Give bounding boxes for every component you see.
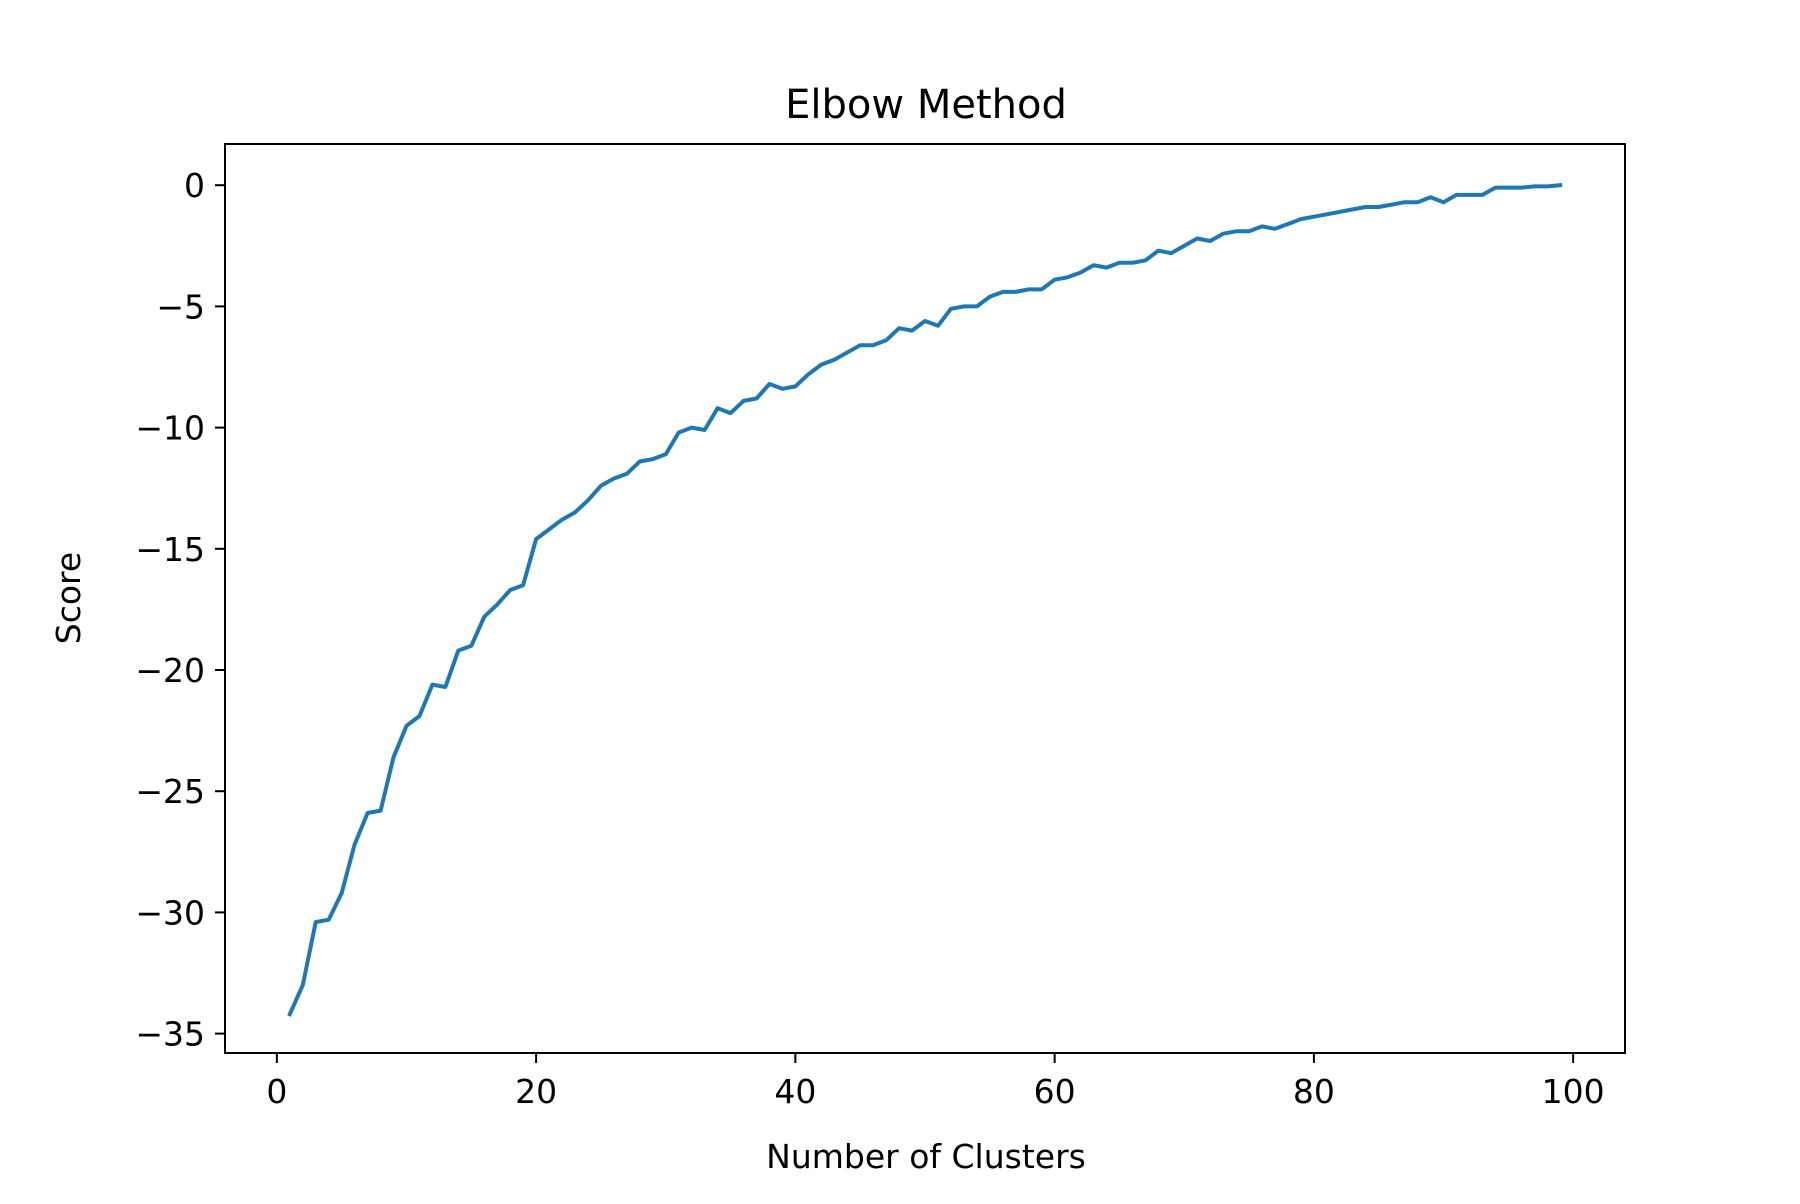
y-tick-label: 0 [184,166,205,205]
x-tick-label: 40 [774,1072,816,1111]
y-axis: 0 −5 −10 −15 −20 −25 −30 −35 [135,166,225,1054]
y-tick-label: −25 [135,772,205,811]
chart-title: Elbow Method [785,82,1067,128]
x-axis-label: Number of Clusters [766,1137,1086,1176]
x-tick-label: 0 [266,1072,287,1111]
y-tick-label: −20 [135,651,205,690]
y-tick-label: −35 [135,1015,205,1054]
x-axis: 0 20 40 60 80 100 [266,1053,1605,1111]
x-tick-label: 80 [1293,1072,1335,1111]
plot-area [287,183,1563,1017]
x-tick-label: 20 [515,1072,557,1111]
series-line [287,183,1563,1017]
y-tick-label: −30 [135,893,205,932]
x-tick-label: 60 [1034,1072,1076,1111]
y-tick-label: −10 [135,409,205,448]
y-tick-label: −5 [156,287,205,326]
x-tick-label: 100 [1542,1072,1605,1111]
y-tick-label: −15 [135,530,205,569]
plot-frame [224,143,1626,1054]
y-axis-label: Score [49,552,88,644]
